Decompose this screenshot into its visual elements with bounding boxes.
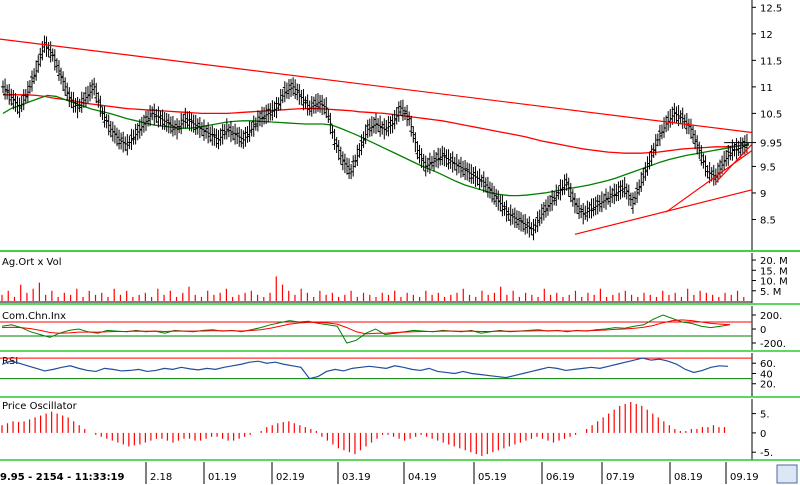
price-axis-tick-label: 11.5: [760, 56, 782, 67]
cci-axis-tick-label: -200.: [760, 339, 786, 350]
price-axis-tick-label: 12.5: [760, 3, 782, 14]
price-axis-tick-label: 11: [760, 83, 773, 94]
x-axis-label: 04.19: [408, 472, 437, 483]
x-axis: 2.18 01.19 02.19 03.19 04.19 05.19 06.19 07.19 0…: [145, 462, 798, 484]
volume-axis-tick-label: 5. M: [760, 287, 781, 298]
volume-panel[interactable]: Ag.Ort x Vol 20. M15. M10. M5. M: [0, 253, 800, 305]
x-axis-label: 06.19: [546, 472, 575, 483]
rsi-axis-tick-label: 40: [760, 369, 773, 380]
rsi-axis-tick-label: 20.: [760, 380, 776, 391]
x-axis-label: 08.19: [674, 472, 703, 483]
volume-axis-tick-label: 20. M: [760, 256, 788, 267]
ascending-trendline: [574, 189, 753, 235]
long-moving-average-line: [3, 94, 750, 154]
x-axis-label: 07.19: [606, 472, 635, 483]
oscillator-panel-title: Price Oscillator: [2, 401, 78, 412]
oscillator-axis-tick-label: 5.: [760, 410, 770, 421]
cci-signal-line: [1, 319, 731, 335]
volume-axis-tick-label: 10. M: [760, 277, 788, 288]
cci-axis-tick-label: 200.: [760, 311, 782, 322]
volume-axis-tick-label: 15. M: [760, 266, 788, 277]
price-axis-tick-label: 8.5: [760, 215, 776, 226]
volume-panel-title: Ag.Ort x Vol: [2, 257, 62, 268]
x-axis-label: 02.19: [276, 472, 305, 483]
x-axis-label: 05.19: [478, 472, 507, 483]
short-ascending-trendline: [665, 150, 753, 213]
x-axis-label: 09.19: [730, 472, 759, 483]
oscillator-axis-tick-label: -5.: [760, 448, 773, 459]
price-axis-tick-label: 9.95: [760, 139, 782, 150]
price-axis-tick-label: 12: [760, 30, 773, 41]
x-axis-label: 2.18: [150, 472, 172, 483]
price-oscillator-panel[interactable]: Price Oscillator 5. 0 -5.: [0, 399, 800, 461]
price-panel[interactable]: 12.5 12 11.5 11 10.5 9.95 9.5 9 8.5: [0, 0, 800, 252]
status-readout: 9.95 - 2154 - 11:33:19: [0, 472, 125, 483]
x-axis-label: 01.19: [208, 472, 237, 483]
price-axis-tick-label: 9.5: [760, 162, 776, 173]
x-axis-label: 03.19: [342, 472, 371, 483]
descending-trendline: [0, 38, 753, 134]
channel-trendline: [715, 143, 753, 183]
scroll-corner-icon: [776, 464, 798, 484]
rsi-line: [1, 357, 729, 380]
short-moving-average-line: [2, 94, 750, 197]
price-axis-tick-label: 10.5: [760, 109, 782, 120]
cci-panel-title: Com.Chn.Inx: [2, 311, 66, 322]
price-axis-tick-label: 9: [760, 189, 766, 200]
rsi-axis-tick-label: 60.: [760, 359, 776, 370]
oscillator-axis-tick-label: 0: [760, 429, 766, 440]
cci-panel[interactable]: Com.Chn.Inx 200. 0 -200.: [0, 306, 800, 352]
cci-axis-tick-label: 0: [760, 325, 766, 336]
